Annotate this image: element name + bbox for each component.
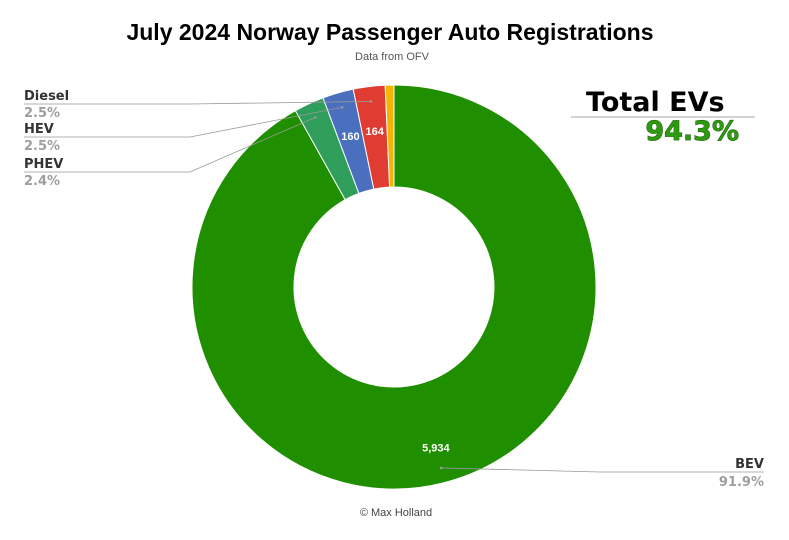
data-label-hev: 160	[341, 131, 359, 143]
data-label-bev: 5,934	[422, 443, 450, 455]
leader-line-hev	[24, 106, 343, 138]
leader-line-bev	[441, 467, 764, 473]
total-evs-value: 94.3%	[645, 116, 739, 147]
legend-label-hev: HEV	[24, 122, 54, 137]
legend-label-phev: PHEV	[24, 157, 63, 172]
leader-dot-hev	[340, 106, 344, 109]
data-labels-group: 5,934 160 164	[341, 126, 450, 454]
legend-pct-bev: 91.9%	[719, 475, 764, 490]
slice-other	[384, 84, 395, 188]
leader-dot-diesel	[369, 100, 373, 103]
legend-pct-hev: 2.5%	[24, 139, 60, 154]
slices-group	[191, 84, 597, 490]
slice-bev	[191, 84, 597, 490]
legend-pct-diesel: 2.5%	[24, 106, 60, 121]
leader-lines-group	[24, 100, 764, 473]
legend-pct-phev: 2.4%	[24, 174, 60, 189]
chart-title: July 2024 Norway Passenger Auto Registra…	[126, 19, 653, 45]
legend-label-diesel: Diesel	[24, 89, 69, 104]
legend-label-bev: BEV	[735, 457, 764, 472]
footer-credit: © Max Holland	[360, 507, 432, 519]
leader-line-phev	[24, 117, 316, 173]
total-evs-title: Total EVs	[586, 87, 725, 118]
leader-dot-phev	[313, 116, 317, 119]
chart-subtitle: Data from OFV	[355, 51, 430, 63]
leader-dot-bev	[439, 466, 443, 470]
data-label-diesel: 164	[365, 126, 384, 138]
leader-line-diesel	[24, 101, 371, 105]
